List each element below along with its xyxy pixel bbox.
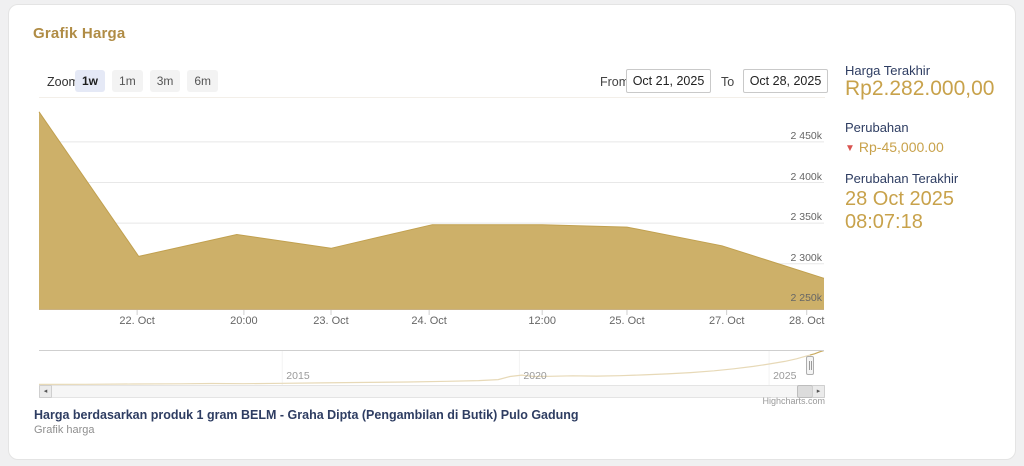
- scrollbar-right-arrow-icon[interactable]: ▸: [812, 385, 825, 398]
- zoom-6m-button[interactable]: 6m: [187, 70, 219, 92]
- x-tick-label: 20:00: [230, 315, 258, 327]
- x-axis-labels: 22. Oct 20:00 23. Oct 24. Oct 12:00 25. Oct 27…: [39, 315, 824, 329]
- price-line: [38, 111, 825, 279]
- x-tick-label: 24. Oct: [411, 315, 447, 327]
- price-chart-card: Grafik Harga Zoom 1w 1m 3m 6m From To Ha…: [8, 4, 1016, 460]
- zoom-3m-button[interactable]: 3m: [149, 70, 181, 92]
- to-date-input[interactable]: [743, 69, 828, 93]
- x-tick-label: 22. Oct: [119, 315, 155, 327]
- navigator-range-handle[interactable]: [806, 356, 814, 375]
- highcharts-credit-link[interactable]: Highcharts.com: [762, 396, 825, 406]
- plot-top-border: [39, 97, 825, 98]
- change-amount: Rp-45,000.00: [858, 139, 944, 155]
- scrollbar-track[interactable]: [39, 385, 825, 398]
- x-tick-label: 12:00: [528, 315, 556, 327]
- change-label: Perubahan: [845, 120, 909, 135]
- x-tick-label: 28. Oct: [788, 315, 825, 327]
- scrollbar-left-arrow-icon[interactable]: ◂: [39, 385, 52, 398]
- zoom-1w-button[interactable]: 1w: [75, 70, 106, 92]
- zoom-label: Zoom: [47, 75, 79, 89]
- zoom-1m-button[interactable]: 1m: [112, 70, 143, 92]
- last-price-label: Harga Terakhir: [845, 63, 931, 78]
- from-label: From: [600, 75, 630, 89]
- x-tick-label: 23. Oct: [313, 315, 349, 327]
- page-title: Grafik Harga: [33, 25, 126, 42]
- change-value: ▼ Rp-45,000.00: [845, 139, 944, 155]
- x-tick-label: 27. Oct: [708, 315, 745, 327]
- last-change-label: Perubahan Terakhir: [845, 171, 959, 186]
- price-area-series: [39, 111, 824, 310]
- product-description: Harga berdasarkan produk 1 gram BELM - G…: [34, 408, 579, 422]
- last-price-value: Rp2.282.000,00: [845, 77, 995, 100]
- price-area-chart[interactable]: [38, 98, 825, 316]
- to-label: To: [721, 75, 735, 89]
- navigator-mask: [39, 350, 810, 386]
- navigator-chart[interactable]: [39, 350, 824, 386]
- zoom-button-group: 1w 1m 3m 6m: [75, 70, 219, 92]
- last-change-time: 28 Oct 2025 08:07:18: [845, 188, 954, 233]
- chart-caption: Grafik harga: [34, 424, 95, 436]
- down-triangle-icon: ▼: [845, 143, 855, 154]
- x-tick-label: 25. Oct: [609, 315, 645, 327]
- from-date-input[interactable]: [626, 69, 711, 93]
